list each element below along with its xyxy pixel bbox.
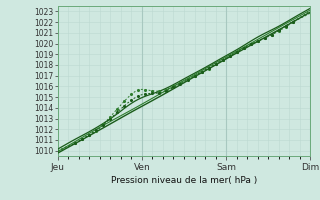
X-axis label: Pression niveau de la mer( hPa ): Pression niveau de la mer( hPa ) <box>111 176 257 185</box>
Point <box>129 99 134 102</box>
Point <box>241 46 246 50</box>
Point <box>213 63 218 66</box>
Point <box>262 37 267 40</box>
Point <box>185 78 190 82</box>
Point <box>115 107 120 110</box>
Point <box>164 89 169 93</box>
Point <box>178 81 183 84</box>
Point <box>283 24 288 27</box>
Point <box>157 89 162 93</box>
Point <box>185 78 190 81</box>
Point <box>73 141 78 145</box>
Point <box>87 133 92 136</box>
Point <box>94 129 99 132</box>
Point <box>157 91 162 94</box>
Point <box>73 142 78 145</box>
Point <box>269 33 274 36</box>
Point <box>80 138 85 141</box>
Point <box>248 43 253 46</box>
Point <box>178 82 183 85</box>
Point <box>136 88 141 92</box>
Point <box>192 74 197 77</box>
Point <box>150 92 155 95</box>
Point <box>262 36 267 39</box>
Point <box>234 50 239 54</box>
Point <box>255 40 260 43</box>
Point <box>199 70 204 73</box>
Point <box>164 88 169 91</box>
Point <box>220 59 225 62</box>
Point <box>122 104 127 107</box>
Point <box>213 62 218 66</box>
Point <box>290 20 295 23</box>
Point <box>220 59 225 62</box>
Point <box>290 21 295 24</box>
Point <box>248 43 253 46</box>
Point <box>276 29 281 32</box>
Point <box>283 25 288 28</box>
Point <box>136 94 141 98</box>
Point <box>143 92 148 96</box>
Point <box>227 55 232 58</box>
Point <box>122 100 127 103</box>
Point <box>101 123 106 127</box>
Point <box>94 129 99 132</box>
Point <box>80 137 85 141</box>
Point <box>234 50 239 54</box>
Point <box>87 133 92 136</box>
Point <box>241 46 246 49</box>
Point <box>269 33 274 36</box>
Point <box>199 71 204 74</box>
Point <box>276 29 281 33</box>
Point <box>192 74 197 78</box>
Point <box>171 86 176 89</box>
Point <box>255 39 260 43</box>
Point <box>101 123 106 126</box>
Point <box>227 55 232 58</box>
Point <box>171 85 176 88</box>
Point <box>206 66 211 70</box>
Point <box>108 117 113 120</box>
Point <box>150 89 155 92</box>
Point <box>115 111 120 114</box>
Point <box>129 93 134 96</box>
Point <box>206 67 211 70</box>
Point <box>143 88 148 91</box>
Point <box>108 115 113 118</box>
